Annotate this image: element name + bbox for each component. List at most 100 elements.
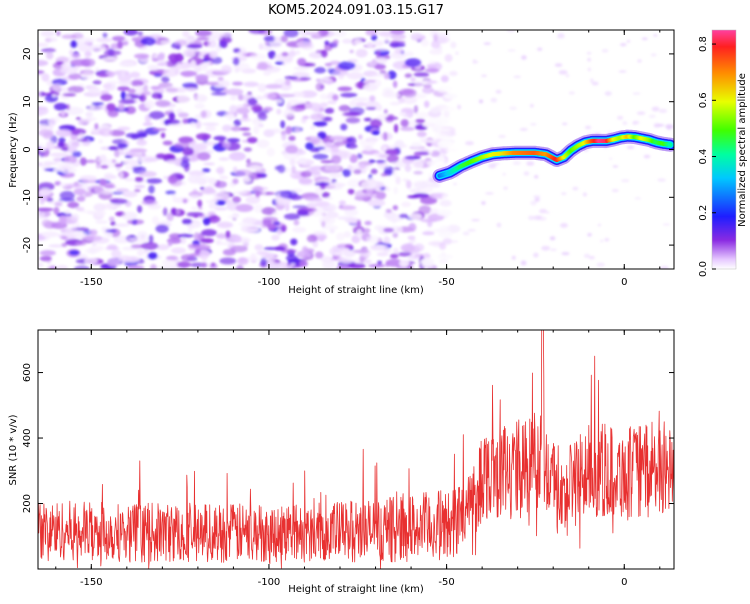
noise-blob — [208, 211, 216, 216]
noise-blob — [393, 80, 398, 87]
noise-blob — [119, 172, 123, 179]
noise-blob — [405, 156, 421, 160]
noise-blob — [53, 168, 65, 171]
noise-blob — [450, 42, 456, 49]
noise-blob — [107, 258, 120, 267]
noise-blob — [178, 137, 193, 144]
noise-blob — [363, 228, 370, 233]
noise-blob — [196, 133, 211, 140]
noise-blob — [322, 204, 337, 212]
noise-blob — [340, 93, 357, 98]
noise-blob — [139, 171, 157, 177]
noise-blob — [190, 194, 199, 199]
noise-blob — [202, 168, 210, 172]
noise-blob-faint — [597, 263, 605, 267]
noise-blob-faint — [468, 229, 476, 232]
noise-blob — [440, 200, 452, 207]
noise-blob — [250, 253, 256, 260]
noise-blob — [195, 74, 208, 81]
noise-blob — [390, 254, 399, 259]
noise-blob — [186, 44, 202, 49]
noise-blob — [58, 142, 65, 148]
noise-blob-faint — [633, 121, 640, 125]
noise-blob — [290, 239, 297, 246]
noise-blob-faint — [503, 186, 508, 190]
noise-blob-faint — [533, 215, 541, 220]
noise-blob-faint — [590, 78, 593, 82]
noise-blob — [316, 83, 325, 92]
noise-blob — [130, 72, 141, 78]
noise-blob — [445, 54, 453, 62]
noise-blob-faint — [652, 107, 660, 112]
noise-blob — [99, 128, 114, 137]
noise-blob — [156, 244, 169, 250]
noise-blob — [208, 178, 217, 185]
noise-blob-faint — [491, 98, 498, 103]
noise-blob — [347, 138, 354, 142]
noise-blob — [298, 158, 307, 164]
noise-blob — [343, 231, 351, 238]
noise-blob — [110, 221, 116, 225]
noise-blob — [190, 122, 196, 127]
noise-blob — [155, 224, 168, 233]
noise-blob — [74, 188, 86, 195]
noise-blob-faint — [657, 178, 666, 181]
noise-blob — [258, 113, 268, 121]
colorbar-tick-label: 0.0 — [698, 261, 709, 277]
noise-blob — [233, 191, 248, 194]
noise-blob — [89, 229, 97, 235]
noise-blob — [177, 261, 191, 267]
noise-blob — [310, 125, 315, 130]
noise-blob — [390, 102, 401, 105]
noise-blob-faint — [457, 105, 461, 110]
noise-blob — [394, 124, 398, 133]
noise-blob — [237, 50, 247, 56]
noise-blob — [136, 130, 147, 139]
noise-blob — [442, 106, 455, 112]
noise-blob — [41, 73, 49, 81]
noise-blob — [148, 185, 155, 194]
noise-blob — [354, 39, 362, 44]
noise-blob — [366, 236, 380, 244]
noise-blob-faint — [526, 161, 534, 165]
noise-blob — [40, 199, 45, 204]
noise-blob-faint — [602, 49, 609, 53]
noise-blob — [273, 212, 278, 216]
noise-blob — [149, 111, 165, 119]
noise-blob — [274, 36, 281, 41]
noise-blob — [395, 176, 400, 184]
noise-blob — [96, 38, 113, 43]
noise-blob — [49, 37, 57, 41]
noise-blob — [117, 143, 128, 148]
noise-blob — [40, 213, 45, 217]
noise-blob — [186, 212, 203, 217]
noise-blob-faint — [637, 112, 646, 115]
noise-blob — [281, 225, 286, 233]
noise-blob — [321, 221, 325, 227]
noise-blob — [264, 45, 272, 50]
noise-blob — [232, 178, 238, 184]
y-tick-label: 20 — [22, 48, 33, 61]
noise-blob — [348, 263, 366, 269]
noise-blob — [175, 40, 187, 47]
noise-blob — [61, 34, 76, 39]
noise-blob — [331, 155, 341, 164]
noise-blob — [377, 252, 389, 256]
noise-blob — [203, 162, 215, 165]
noise-blob — [233, 235, 242, 242]
noise-blob — [421, 140, 437, 143]
noise-blob — [163, 207, 168, 216]
noise-blob — [383, 249, 391, 252]
noise-blob — [258, 83, 267, 92]
noise-blob-faint — [471, 219, 480, 221]
noise-blob-faint — [649, 115, 656, 118]
noise-blob-faint — [530, 123, 536, 125]
noise-blob-faint — [659, 109, 667, 113]
noise-blob — [256, 139, 269, 148]
noise-blob — [124, 159, 137, 165]
noise-blob — [305, 142, 314, 150]
noise-blob — [361, 180, 377, 189]
noise-blob-faint — [463, 232, 470, 236]
noise-blob — [50, 153, 68, 157]
